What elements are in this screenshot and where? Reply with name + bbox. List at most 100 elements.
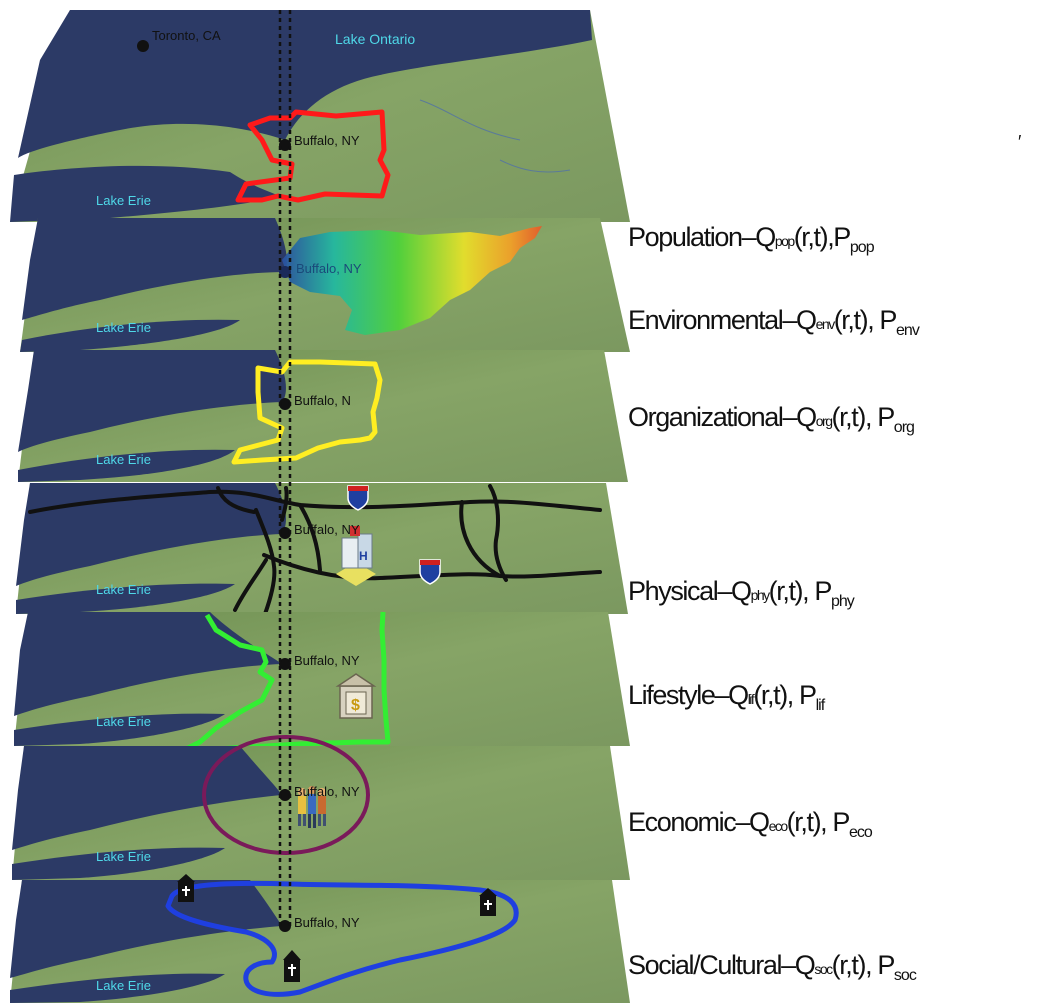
hospital-letter: H [359, 549, 368, 563]
population-boundary [235, 109, 391, 203]
layer-label-lifestyle: Lifestyle–Qlif(r,t), Plif [628, 680, 825, 715]
map-layer-physical: H Buffalo, NY Lake Erie [16, 483, 628, 616]
q-subscript: lif [747, 691, 755, 707]
lake-erie-label: Lake Erie [96, 978, 151, 993]
layer-separator: – [781, 950, 796, 980]
buffalo-label: Buffalo, NY [294, 522, 360, 537]
layer-separator: – [782, 305, 797, 335]
toronto-label: Toronto, CA [152, 28, 221, 43]
lake-erie-water [10, 880, 282, 978]
p-symbol: P [879, 305, 897, 335]
map-layer-lifestyle: $ Buffalo, NY Lake Erie [14, 611, 630, 755]
lake-erie-water [12, 746, 282, 850]
q-arguments: (r,t), [793, 222, 835, 252]
buffalo-label: Buffalo, NY [294, 784, 360, 799]
buffalo-marker [279, 527, 291, 539]
q-subscript: org [815, 413, 833, 429]
buffalo-marker [279, 920, 291, 932]
lake-erie-water-lower [10, 973, 225, 1003]
lake-erie-label: Lake Erie [96, 320, 151, 335]
q-symbol: Q [748, 807, 770, 837]
lake-ontario-label: Lake Ontario [335, 31, 415, 47]
layer-label-economic: Economic–Qeco(r,t), Peco [628, 807, 873, 842]
q-symbol: Q [794, 950, 816, 980]
layered-map-stack: Toronto, CA Lake Ontario Buffalo, NY Lak… [10, 10, 630, 1003]
lake-ontario-water [18, 10, 592, 158]
economic-boundary [202, 735, 370, 855]
buffalo-label: Buffalo, N [294, 393, 351, 408]
p-symbol: P [799, 680, 817, 710]
lake-erie-water-lower [16, 583, 235, 614]
layer-label-population: Population–Qpop(r,t),Ppop [628, 222, 875, 257]
buffalo-connector-lines [278, 10, 292, 930]
layer-label-column: ′ Population–Qpop(r,t),Ppop Environmenta… [628, 0, 1049, 1005]
q-arguments: (r,t), [786, 807, 828, 837]
q-arguments: (r,t), [831, 402, 872, 432]
p-subscript: env [896, 322, 920, 339]
q-subscript: pop [774, 233, 795, 249]
layer-label-organizational: Organizational–Qorg(r,t), Porg [628, 402, 915, 437]
lake-erie-water [10, 165, 280, 222]
p-symbol: P [832, 807, 850, 837]
p-symbol: P [833, 222, 851, 252]
layer-label-social-cultural: Social/Cultural–Qsoc(r,t), Psoc [628, 950, 917, 985]
toronto-marker [137, 40, 149, 52]
lake-erie-water [14, 612, 282, 716]
q-symbol: Q [755, 222, 776, 252]
lake-erie-label: Lake Erie [96, 193, 151, 208]
q-subscript: eco [768, 818, 789, 834]
p-subscript: org [893, 419, 915, 436]
layer-label-physical: Physical–Qphy(r,t), Pphy [628, 576, 855, 611]
map-layer-environmental: Buffalo, NY Lake Erie [20, 218, 630, 352]
p-subscript: pop [849, 239, 875, 256]
q-symbol: Q [796, 402, 817, 432]
map-layer-organizational: Buffalo, N Lake Erie [18, 350, 628, 482]
lake-erie-label: Lake Erie [96, 582, 151, 597]
q-arguments: (r,t), [768, 576, 810, 606]
buffalo-label: Buffalo, NY [296, 261, 362, 276]
lake-erie-label: Lake Erie [96, 714, 151, 729]
q-symbol: Q [728, 680, 749, 710]
layer-name: Organizational [628, 402, 784, 432]
bank-dollar-sign: $ [351, 697, 360, 714]
p-subscript: eco [848, 824, 873, 841]
buffalo-marker [279, 139, 291, 151]
q-subscript: soc [814, 961, 833, 977]
q-subscript: env [815, 316, 836, 332]
map-layer-population: Toronto, CA Lake Ontario Buffalo, NY Lak… [10, 10, 630, 222]
q-arguments: (r,t), [753, 680, 794, 710]
lake-erie-water [18, 350, 286, 452]
layer-separator: – [717, 576, 732, 606]
buffalo-label: Buffalo, NY [294, 133, 360, 148]
buffalo-label: Buffalo, NY [294, 653, 360, 668]
church-icon [479, 888, 497, 916]
layer-separator: – [735, 807, 750, 837]
people-group-icon [298, 786, 326, 828]
q-arguments: (r,t), [833, 305, 875, 335]
lake-erie-water-lower [14, 713, 225, 746]
layer-separator: – [741, 222, 757, 252]
lake-erie-water-lower [12, 847, 225, 880]
buffalo-marker [279, 658, 291, 670]
layer-name: Social/Cultural [628, 950, 782, 980]
interstate-shield-icon [347, 485, 369, 511]
p-subscript: soc [893, 967, 917, 984]
map-layer-economic: Buffalo, NY Lake Erie [12, 735, 630, 880]
river-line [419, 99, 571, 173]
layer-separator: – [714, 680, 729, 710]
layer-separator: – [782, 402, 798, 432]
stray-mark: ′ [1018, 132, 1022, 152]
layer-label-environmental: Environmental–Qenv(r,t), Penv [628, 305, 920, 340]
lake-erie-water-lower [18, 449, 235, 482]
interstate-shield-icon [419, 559, 441, 585]
bank-icon: $ [335, 673, 377, 719]
q-subscript: phy [750, 587, 771, 603]
buffalo-marker [279, 266, 291, 278]
road-network [28, 484, 602, 616]
buffalo-label: Buffalo, NY [294, 915, 360, 930]
lake-erie-label: Lake Erie [96, 452, 151, 467]
layer-name: Lifestyle [628, 680, 716, 710]
layer-name: Population [628, 222, 743, 252]
p-subscript: phy [830, 593, 855, 610]
map-layer-social-cultural: Buffalo, NY Lake Erie [10, 874, 630, 1003]
